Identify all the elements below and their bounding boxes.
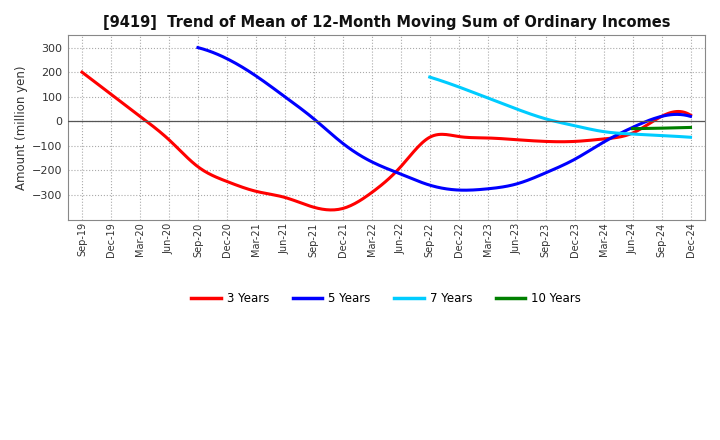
Y-axis label: Amount (million yen): Amount (million yen) bbox=[15, 65, 28, 190]
Title: [9419]  Trend of Mean of 12-Month Moving Sum of Ordinary Incomes: [9419] Trend of Mean of 12-Month Moving … bbox=[102, 15, 670, 30]
Legend: 3 Years, 5 Years, 7 Years, 10 Years: 3 Years, 5 Years, 7 Years, 10 Years bbox=[186, 287, 586, 309]
